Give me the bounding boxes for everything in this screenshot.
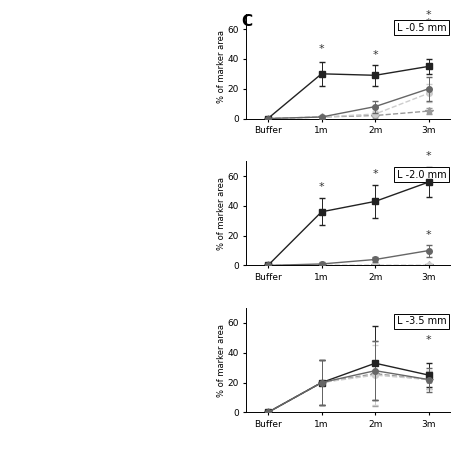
Text: *: * [426, 335, 432, 346]
Text: *: * [426, 230, 432, 240]
Text: C: C [242, 14, 253, 29]
Legend: Cortex, Hippocampus, Midbrain, Brainstem: Cortex, Hippocampus, Midbrain, Brainstem [279, 166, 418, 189]
Text: *: * [319, 45, 324, 55]
Text: *: * [426, 25, 432, 35]
Text: *: * [426, 10, 432, 20]
Text: *: * [426, 18, 432, 27]
Y-axis label: % of marker area: % of marker area [217, 177, 226, 250]
Y-axis label: % of marker area: % of marker area [217, 30, 226, 103]
Text: *: * [373, 50, 378, 60]
Text: *: * [319, 182, 324, 192]
Legend: Cortex, Hippocampus, Midbrain, Brainstem: Cortex, Hippocampus, Midbrain, Brainstem [279, 313, 418, 336]
Text: L -2.0 mm: L -2.0 mm [397, 170, 446, 180]
Text: *: * [426, 151, 432, 161]
Text: *: * [373, 169, 378, 179]
Text: L -0.5 mm: L -0.5 mm [397, 23, 446, 33]
Y-axis label: % of marker area: % of marker area [217, 324, 226, 397]
Text: L -3.5 mm: L -3.5 mm [397, 317, 446, 327]
